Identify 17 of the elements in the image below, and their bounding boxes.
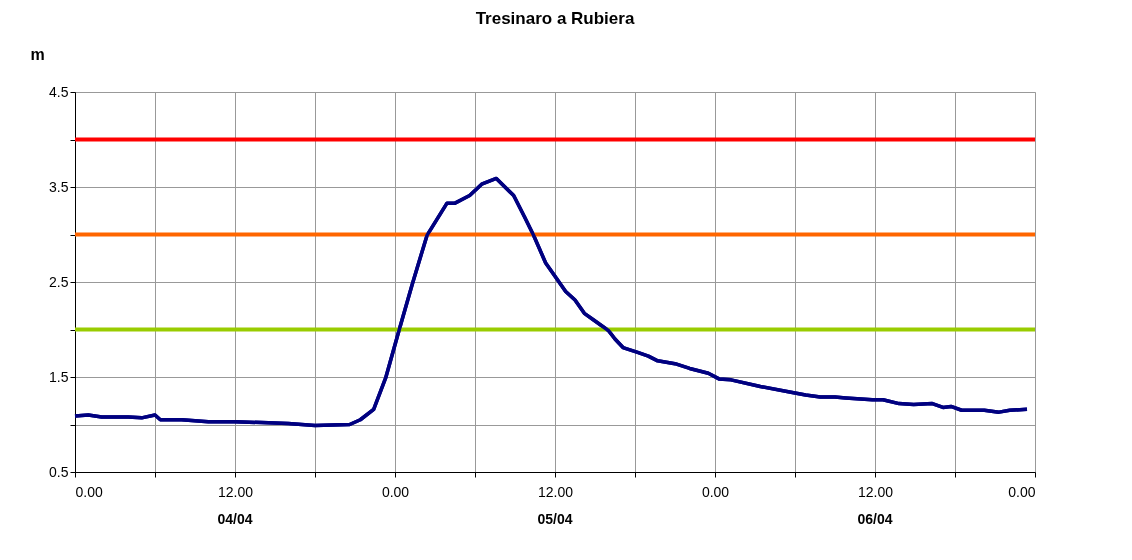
y-tick-label: 1.5 bbox=[49, 368, 69, 385]
y-axis-title: m bbox=[30, 45, 45, 63]
x-tick-label: 12.00 bbox=[857, 483, 894, 500]
x-tick-label: 12.00 bbox=[537, 483, 574, 500]
text: 04/04 bbox=[217, 511, 253, 527]
y-tick-label: 4.5 bbox=[49, 83, 69, 100]
text: 05/04 bbox=[537, 511, 573, 527]
x-tick-label: 0.00 bbox=[381, 483, 410, 500]
text: 06/04 bbox=[857, 511, 893, 527]
x-tick-label: 0.00 bbox=[75, 483, 103, 500]
y-tick-label: 0.5 bbox=[49, 463, 69, 480]
chart-title: Tresinaro a Rubiera bbox=[475, 9, 635, 28]
x-tick-label: 0.00 bbox=[701, 483, 730, 500]
y-tick-label: 3.5 bbox=[49, 178, 69, 195]
x-tick-label: 12.00 bbox=[217, 483, 254, 500]
x-tick-label: 0.00 bbox=[1008, 483, 1036, 500]
y-tick-label: 2.5 bbox=[49, 273, 69, 290]
